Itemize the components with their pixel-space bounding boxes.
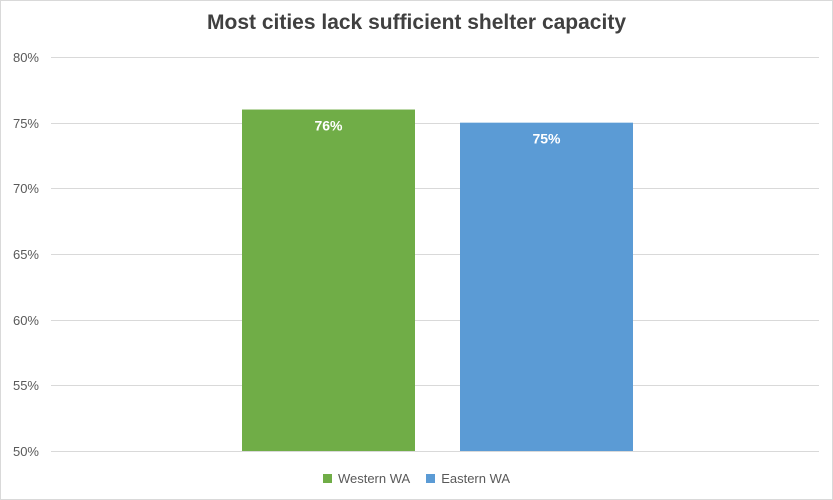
data-label-western-wa: 76% <box>314 118 343 134</box>
y-tick-label: 55% <box>13 378 39 393</box>
y-tick-label: 70% <box>13 181 39 196</box>
legend-swatch-eastern-wa <box>426 474 436 483</box>
y-tick-label: 65% <box>13 247 39 262</box>
legend-label-eastern-wa: Eastern WA <box>441 471 511 486</box>
y-tick-label: 80% <box>13 50 39 65</box>
y-tick-label: 50% <box>13 444 39 459</box>
bar-eastern-wa <box>460 122 633 452</box>
y-tick-label: 60% <box>13 313 39 328</box>
data-label-eastern-wa: 75% <box>532 131 561 147</box>
legend-item-eastern-wa: Eastern WA <box>426 471 510 486</box>
chart-title: Most cities lack sufficient shelter capa… <box>207 11 626 34</box>
bar-western-wa <box>242 109 415 452</box>
y-tick-label: 75% <box>13 116 39 131</box>
legend: Western WA Eastern WA <box>1 471 832 486</box>
legend-swatch-western-wa <box>322 474 332 483</box>
legend-item-western-wa: Western WA <box>322 471 411 486</box>
legend-label-western-wa: Western WA <box>337 471 411 486</box>
